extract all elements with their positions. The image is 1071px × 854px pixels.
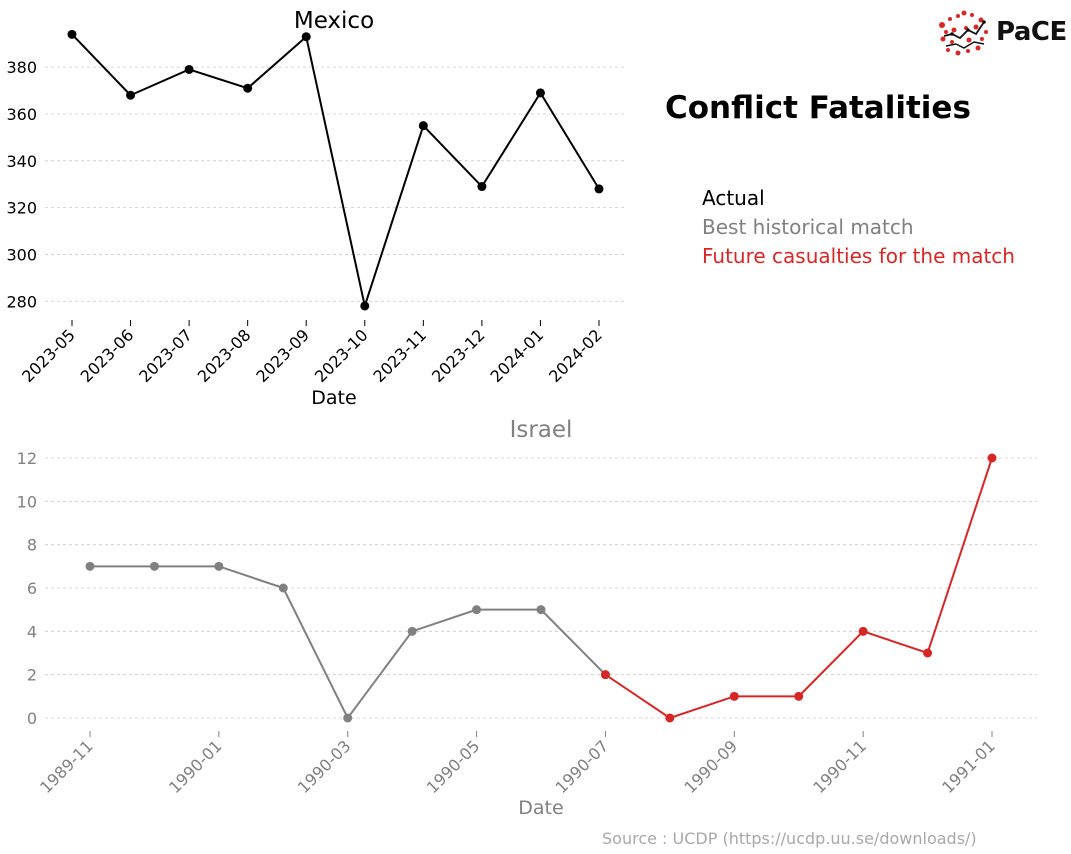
data-point [85, 561, 95, 571]
data-point [987, 453, 997, 463]
chart-title: Mexico [294, 8, 374, 34]
series-line-best-match [90, 565, 607, 720]
x-tick-label: 2024-02 [545, 325, 606, 386]
y-tick-label: 0 [27, 709, 37, 728]
data-point [407, 626, 417, 636]
y-tick-label: 2 [27, 666, 37, 685]
x-tick-label: 1990-09 [680, 736, 741, 797]
logo-text: PaCE [996, 17, 1067, 47]
pace-logo: PaCE [936, 8, 1067, 58]
y-tick-label: 300 [6, 245, 37, 264]
data-point [343, 713, 353, 723]
data-point [665, 713, 675, 723]
x-tick-label: 2023-06 [77, 325, 138, 386]
x-tick-label: 2023-08 [194, 325, 255, 386]
x-tick-label: 1990-07 [552, 736, 613, 797]
x-tick-label: 1989-11 [36, 736, 97, 797]
x-axis-label: Date [518, 797, 563, 819]
x-tick-label: 2023-05 [18, 325, 79, 386]
x-tick-label: 2023-11 [369, 325, 430, 386]
series-line-actual [71, 33, 600, 310]
x-axis-label: Date [311, 387, 356, 409]
y-tick-label: 12 [17, 449, 37, 468]
legend-best-match: Best historical match [702, 215, 914, 239]
data-point [472, 605, 482, 615]
x-tick-label: 1990-05 [423, 736, 484, 797]
data-point [477, 182, 487, 192]
x-tick-label: 1990-11 [809, 736, 870, 797]
y-tick-label: 10 [17, 492, 37, 511]
data-point [536, 605, 546, 615]
x-tick-label: 2023-09 [252, 325, 313, 386]
mexico-chart: 2803003203403603802023-052023-062023-072… [6, 8, 625, 409]
x-tick-label: 1991-01 [938, 736, 999, 797]
data-point [301, 32, 311, 42]
data-point [535, 88, 545, 98]
x-tick-label: 1990-01 [165, 736, 226, 797]
chart-title: Israel [510, 417, 573, 443]
data-point [729, 691, 739, 701]
y-tick-label: 8 [27, 536, 37, 555]
source-note: Source : UCDP (https://ucdp.uu.se/downlo… [602, 829, 977, 848]
data-point [149, 561, 159, 571]
page-title: Conflict Fatalities [665, 90, 971, 126]
data-point [923, 648, 933, 658]
y-tick-label: 340 [6, 152, 37, 171]
data-point [184, 64, 194, 74]
legend-future: Future casualties for the match [702, 244, 1015, 268]
israel-chart: 0 2 4 6 8 10 12 1989-11 1990-01 1990-03 1990-05 199… [17, 417, 1037, 819]
data-point [858, 626, 868, 636]
data-point [418, 121, 428, 131]
data-point [214, 561, 224, 571]
x-tick-label: 2024-01 [487, 325, 548, 386]
data-point [794, 691, 804, 701]
data-point [126, 90, 136, 100]
y-tick-label: 320 [6, 199, 37, 218]
network-dots-icon [939, 10, 988, 56]
x-tick-label: 1990-03 [294, 736, 355, 797]
y-tick-label: 380 [6, 58, 37, 77]
x-tick-label: 2023-12 [428, 325, 489, 386]
data-point [600, 670, 610, 680]
data-point [594, 184, 604, 194]
data-point [243, 83, 253, 93]
y-tick-label: 4 [27, 622, 37, 641]
data-point [278, 583, 288, 593]
y-tick-label: 360 [6, 105, 37, 124]
x-tick-label: 2023-07 [135, 325, 196, 386]
x-tick-label: 2023-10 [311, 325, 372, 386]
legend-actual: Actual [702, 186, 765, 210]
data-point [360, 301, 370, 311]
y-tick-label: 6 [27, 579, 37, 598]
y-tick-label: 280 [6, 292, 37, 311]
data-point [67, 29, 77, 39]
